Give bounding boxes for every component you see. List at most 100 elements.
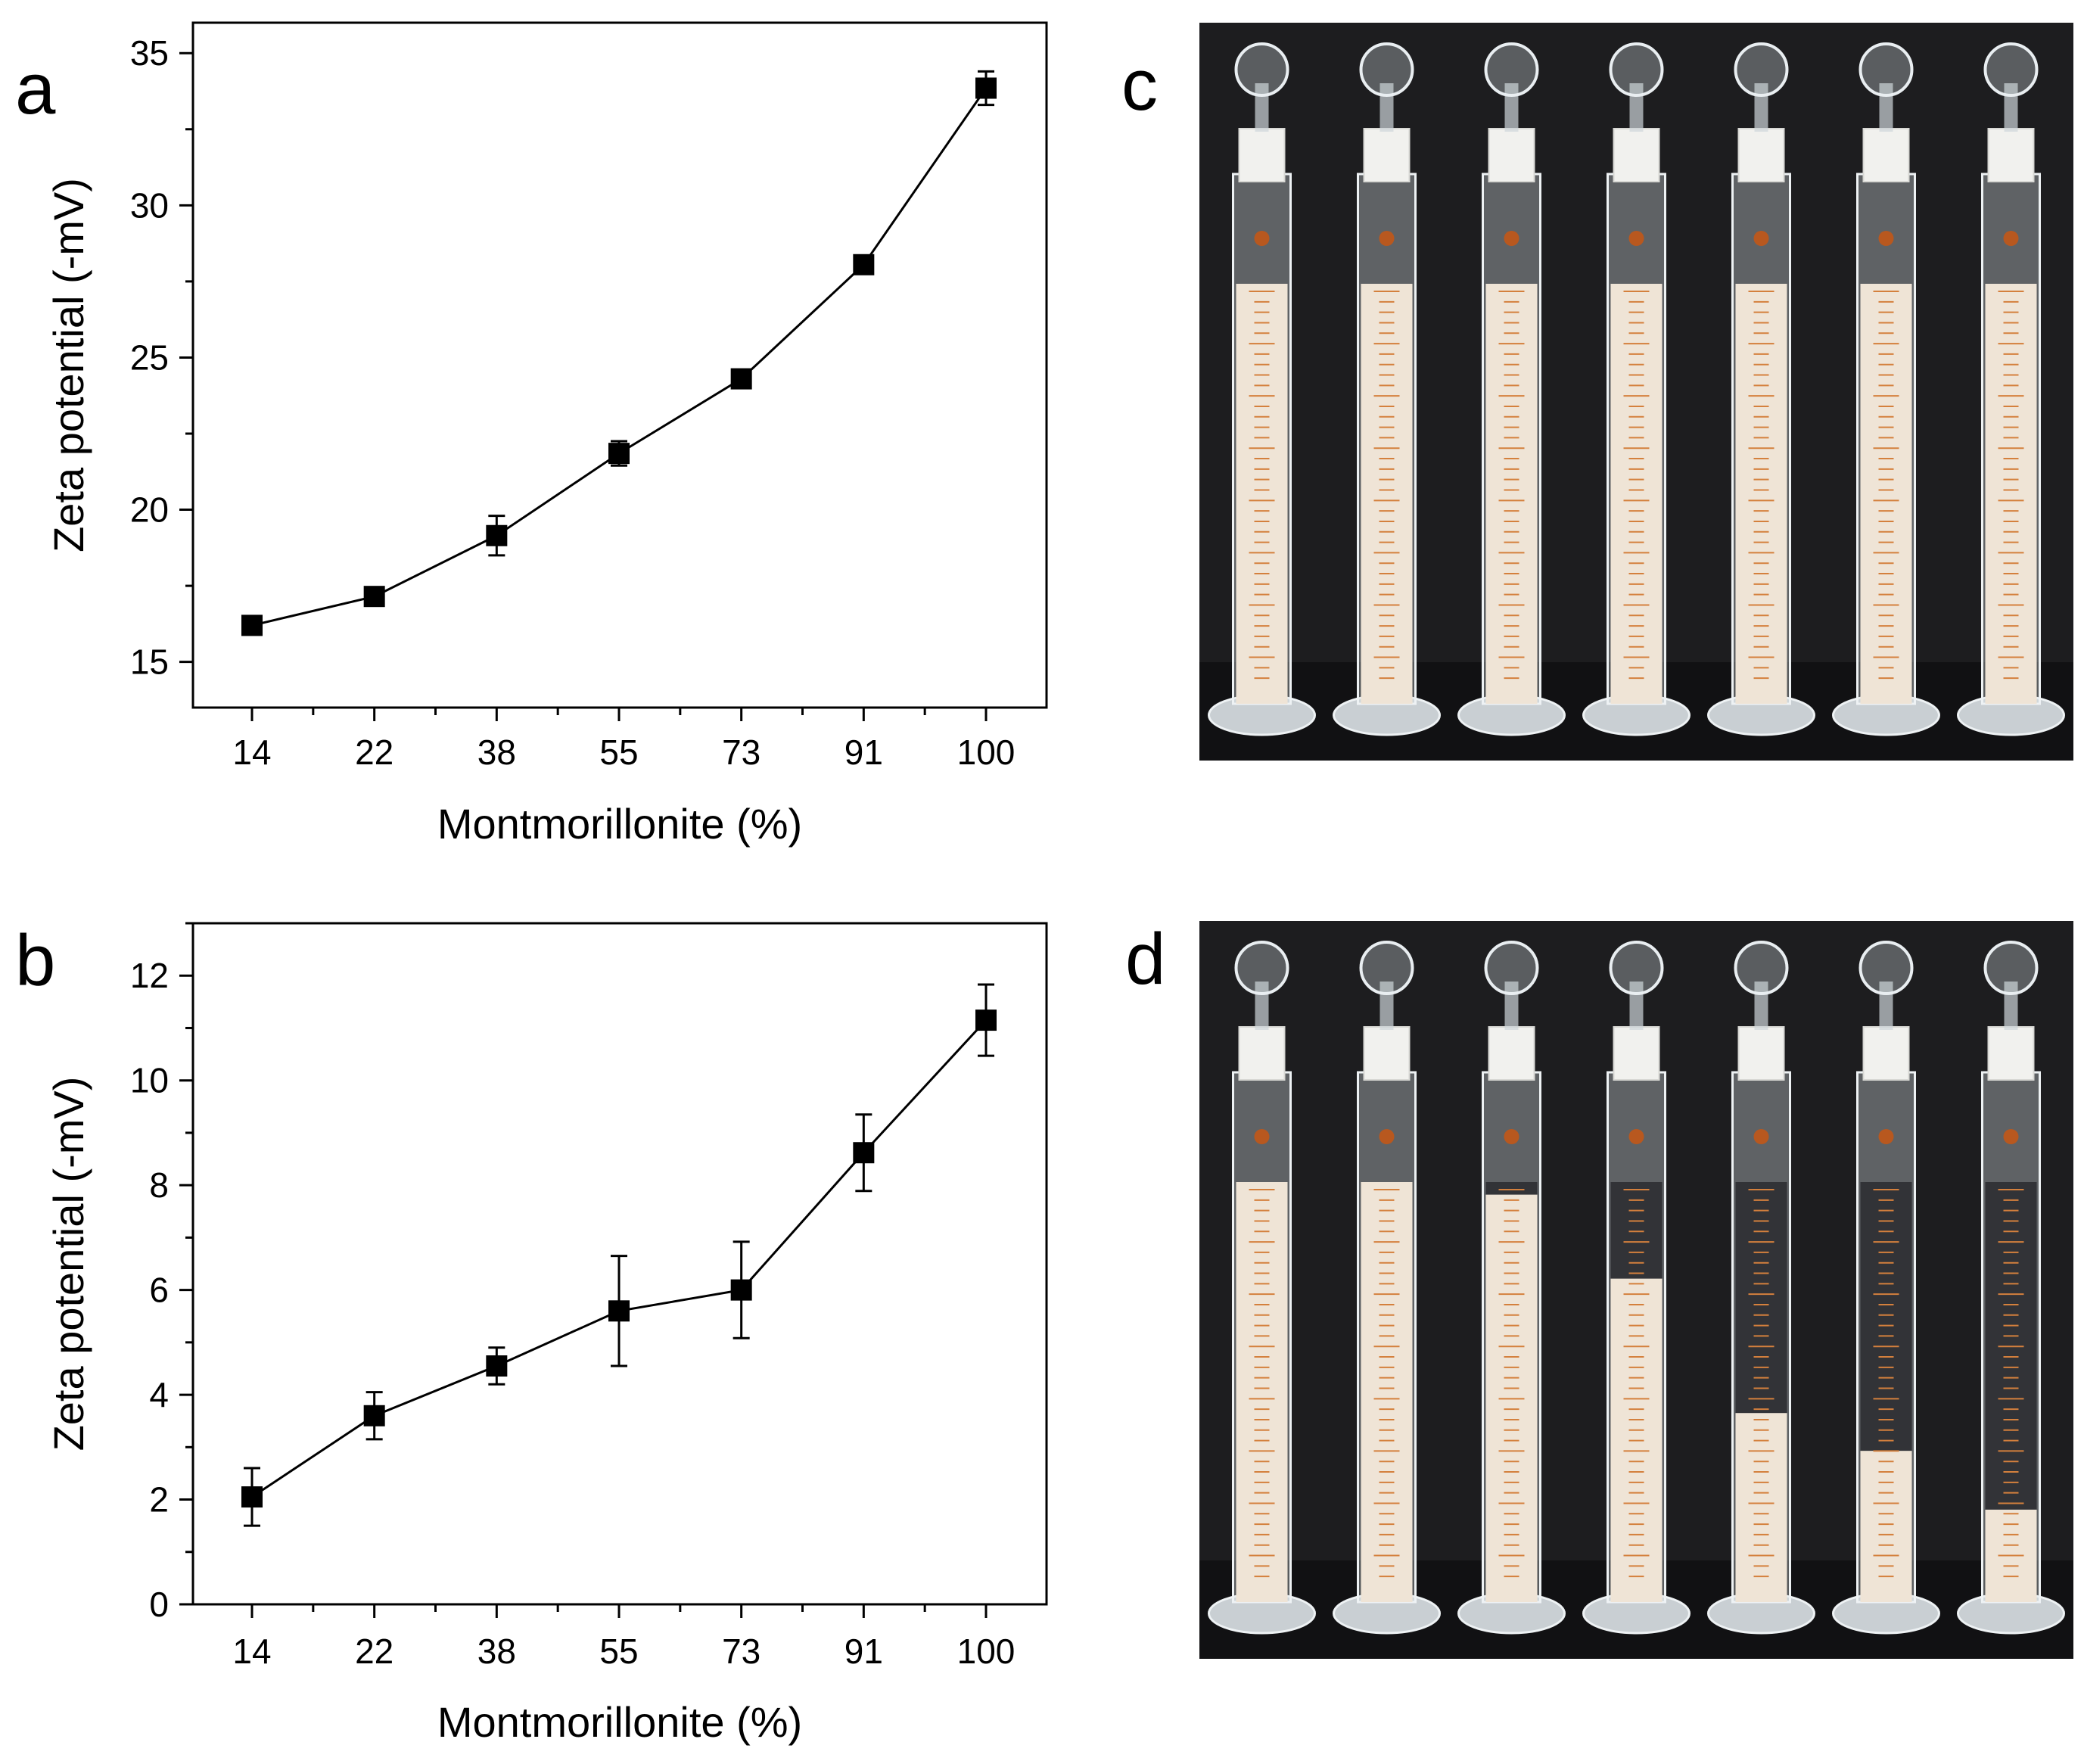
- x-tick-label: 38: [477, 733, 516, 772]
- graduated-cylinder: [1582, 42, 1691, 736]
- stopper-neck: [1238, 128, 1286, 182]
- y-tick-label: 12: [130, 956, 169, 995]
- stopper-head: [1983, 941, 2039, 995]
- x-tick-label: 73: [722, 1632, 761, 1671]
- x-tick-label: 73: [722, 733, 761, 772]
- stopper-neck: [1862, 1026, 1910, 1081]
- suspension-column: [1236, 1182, 1288, 1602]
- brand-logo-mark: [1254, 1129, 1270, 1144]
- graduated-cylinder: [1457, 42, 1566, 736]
- stopper-head: [1858, 42, 1914, 97]
- stopper-neck: [1862, 128, 1910, 182]
- stopper-head: [1359, 42, 1414, 97]
- brand-logo-mark: [2003, 231, 2019, 246]
- x-tick-label: 100: [957, 1632, 1016, 1671]
- data-point: [363, 1405, 385, 1426]
- y-tick-label: 30: [130, 185, 169, 225]
- stopper-neck: [1363, 128, 1411, 182]
- data-point: [730, 1279, 752, 1301]
- x-tick-label: 55: [599, 1632, 638, 1671]
- suspension-column: [1361, 1182, 1413, 1602]
- x-tick-label: 91: [844, 733, 883, 772]
- y-axis-label: Zeta potential (-mV): [45, 1077, 92, 1451]
- graduated-cylinder: [1582, 941, 1691, 1635]
- suspension-column: [1361, 284, 1413, 704]
- suspension-column: [1860, 1451, 1912, 1602]
- y-tick-label: 2: [149, 1480, 169, 1520]
- graduated-cylinder: [1707, 941, 1815, 1635]
- stopper-head: [1234, 941, 1289, 995]
- brand-logo-mark: [1753, 231, 1769, 246]
- stopper-head: [1734, 42, 1789, 97]
- data-point: [486, 1355, 508, 1377]
- stopper-neck: [1987, 1026, 2035, 1081]
- y-tick-label: 20: [130, 490, 169, 530]
- y-tick-label: 4: [149, 1375, 169, 1414]
- x-tick-label: 22: [355, 733, 393, 772]
- panel-letter-a: a: [15, 48, 56, 129]
- suspension-column: [1610, 284, 1663, 704]
- stopper-head: [1234, 42, 1289, 97]
- x-tick-label: 91: [844, 1632, 883, 1671]
- stopper-head: [1609, 941, 1664, 995]
- data-point: [608, 1300, 630, 1322]
- x-tick-label: 14: [232, 1632, 271, 1671]
- brand-logo-mark: [1254, 231, 1270, 246]
- x-tick-label: 55: [599, 733, 638, 772]
- stopper-neck: [1737, 1026, 1785, 1081]
- brand-logo-mark: [1379, 1129, 1395, 1144]
- y-tick-label: 25: [130, 338, 169, 377]
- graduated-cylinder: [1832, 941, 1940, 1635]
- panel-letter-d: d: [1125, 919, 1166, 1000]
- y-tick-label: 8: [149, 1165, 169, 1205]
- brand-logo-mark: [2003, 1129, 2019, 1144]
- graduated-cylinder: [1832, 42, 1940, 736]
- data-point: [363, 586, 385, 608]
- suspension-column: [1735, 284, 1787, 704]
- suspension-column: [1735, 1413, 1787, 1602]
- chart-b: 0 2 4 6 8 10 12 14 22 38 55 73 91 100 Montmorillonite …: [45, 922, 1048, 1746]
- data-point: [608, 443, 630, 465]
- graduated-cylinder: [1333, 42, 1441, 736]
- data-point: [486, 524, 508, 546]
- stopper-neck: [1238, 1026, 1286, 1081]
- x-tick-label: 38: [477, 1632, 516, 1671]
- stopper-neck: [1488, 1026, 1535, 1081]
- graduated-cylinder: [1957, 42, 2065, 736]
- stopper-head: [1484, 42, 1539, 97]
- x-axis-label: Montmorillonite (%): [437, 800, 802, 848]
- y-tick-label: 0: [149, 1585, 169, 1624]
- stopper-head: [1983, 42, 2039, 97]
- panel-letter-b: b: [15, 920, 56, 1001]
- brand-logo-mark: [1504, 1129, 1519, 1144]
- x-axis-label: Montmorillonite (%): [437, 1698, 802, 1746]
- photo-panel-c: [1199, 23, 2073, 761]
- brand-logo-mark: [1628, 1129, 1644, 1144]
- stopper-neck: [1613, 1026, 1660, 1081]
- graduated-cylinder: [1333, 941, 1441, 1635]
- x-tick-label: 22: [355, 1632, 393, 1671]
- stopper-head: [1858, 941, 1914, 995]
- brand-logo-mark: [1878, 1129, 1894, 1144]
- photo-panel-d: [1199, 921, 2073, 1659]
- data-point: [241, 614, 263, 636]
- y-tick-label: 10: [130, 1061, 169, 1100]
- brand-logo-mark: [1878, 231, 1894, 246]
- stopper-neck: [1987, 128, 2035, 182]
- stopper-head: [1734, 941, 1789, 995]
- suspension-column: [1985, 284, 2037, 704]
- data-point: [853, 1142, 875, 1164]
- suspension-column: [1485, 284, 1538, 704]
- stopper-neck: [1488, 128, 1535, 182]
- stopper-head: [1359, 941, 1414, 995]
- data-point: [975, 1010, 997, 1031]
- graduated-cylinder: [1457, 941, 1566, 1635]
- graduated-cylinder: [1707, 42, 1815, 736]
- stopper-neck: [1737, 128, 1785, 182]
- graduated-cylinder: [1957, 941, 2065, 1635]
- graduated-cylinder: [1208, 42, 1316, 736]
- plot-frame: [191, 21, 1048, 709]
- data-point: [730, 368, 752, 390]
- series-line: [251, 87, 988, 627]
